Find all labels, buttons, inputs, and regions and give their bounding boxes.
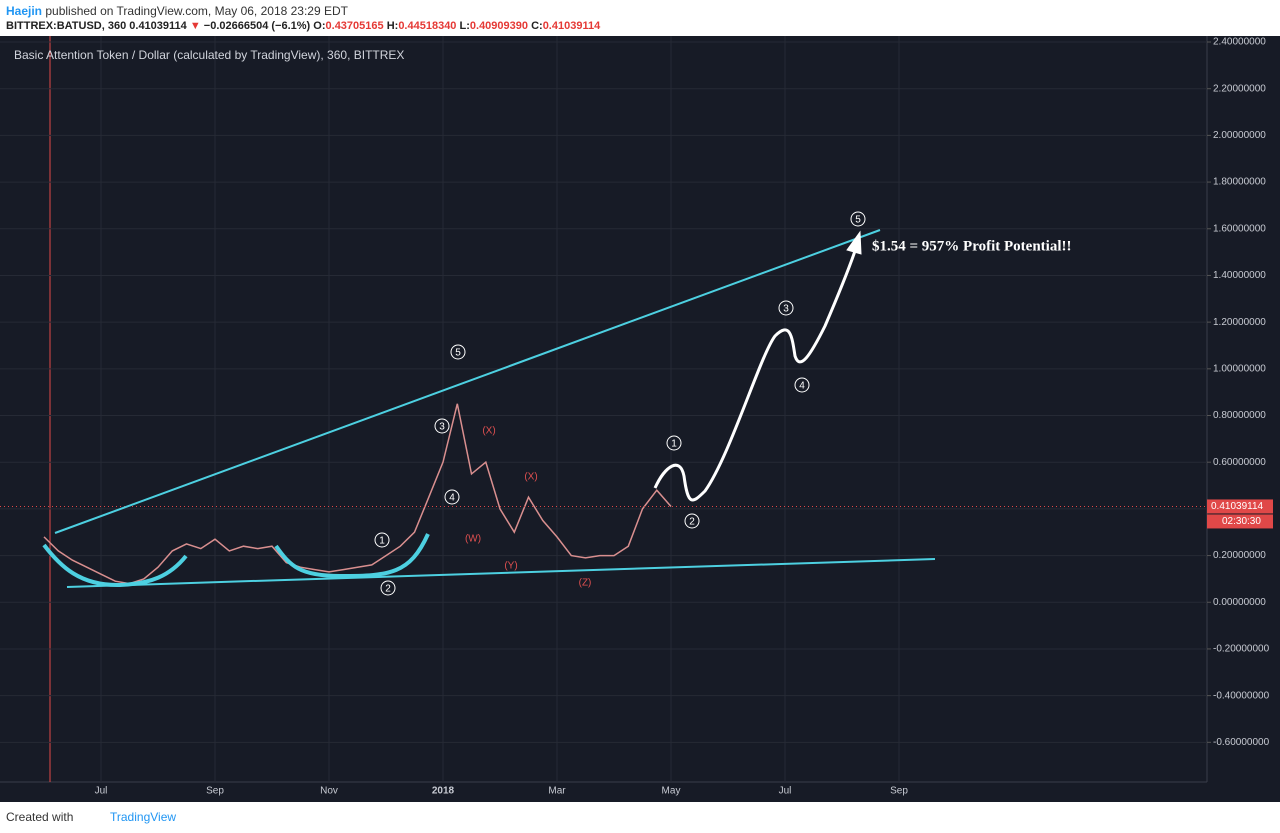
plot xyxy=(0,403,1207,585)
high: 0.44518340 xyxy=(398,20,457,32)
projection-path xyxy=(653,247,858,502)
y-tick-label: 0.60000000 xyxy=(1213,457,1266,468)
wave-circle xyxy=(666,435,682,451)
cup-curve xyxy=(274,533,430,579)
x-tick-label: Nov xyxy=(320,786,338,797)
y-tick-label: 1.60000000 xyxy=(1213,223,1266,234)
wave-circle xyxy=(794,377,810,393)
open-label: O: xyxy=(313,20,326,32)
low-label: L: xyxy=(459,20,470,32)
price: 0.41039114 xyxy=(129,20,187,32)
wave-label: 2 xyxy=(385,584,391,595)
wave-label: 5 xyxy=(855,215,861,226)
close-label: C: xyxy=(531,20,543,32)
y-tick-label: 1.00000000 xyxy=(1213,363,1266,374)
chart-title: Basic Attention Token / Dollar (calculat… xyxy=(14,48,404,62)
x-tick-label: 2018 xyxy=(432,786,455,797)
brand[interactable]: TradingView xyxy=(110,810,177,824)
trend-line xyxy=(54,229,881,534)
symbol: BITTREX:BATUSD, 360 xyxy=(6,20,127,32)
x-tick-label: Sep xyxy=(890,786,908,797)
y-tick-label: 0.00000000 xyxy=(1213,597,1266,608)
price-line xyxy=(43,403,672,585)
wave-label: 1 xyxy=(379,536,385,547)
profit-note: $1.54 = 957% Profit Potential!! xyxy=(872,238,1071,254)
countdown-label: 02:30:30 xyxy=(1222,516,1261,527)
wave-label: 4 xyxy=(449,493,455,504)
wave-label: 1 xyxy=(671,439,677,450)
close: 0.41039114 xyxy=(542,20,601,32)
author[interactable]: Haejin xyxy=(6,4,43,18)
wave-circle xyxy=(444,489,460,505)
y-tick-label: 0.80000000 xyxy=(1213,410,1266,421)
correction-label: (Z) xyxy=(579,578,592,589)
low: 0.40909390 xyxy=(469,20,529,32)
published: published on TradingView.com, May 06, 20… xyxy=(45,4,348,18)
high-label: H: xyxy=(386,20,399,32)
y-tick-label: 2.00000000 xyxy=(1213,130,1266,141)
wave-label: 5 xyxy=(455,348,461,359)
wave-circle xyxy=(684,513,700,529)
arrow-head xyxy=(846,230,862,255)
correction-label: (Y) xyxy=(504,561,517,572)
y-tick-label: 1.20000000 xyxy=(1213,317,1266,328)
trend-line xyxy=(66,558,936,588)
wave-circle xyxy=(850,211,866,227)
correction-label: (X) xyxy=(482,426,495,437)
wave-circle xyxy=(374,532,390,548)
x-tick-label: May xyxy=(662,786,681,797)
publish-line: Haejin published on TradingView.com, May… xyxy=(6,4,348,18)
x-tick-label: Jul xyxy=(779,786,792,797)
grid xyxy=(0,36,1211,782)
x-tick-label: Sep xyxy=(206,786,224,797)
y-tick-label: 1.80000000 xyxy=(1213,177,1266,188)
cup-curve xyxy=(42,543,188,588)
drawings xyxy=(42,229,936,588)
wave-circle xyxy=(380,580,396,596)
quote-line: BITTREX:BATUSD, 360 0.41039114 ▼ −0.0266… xyxy=(6,20,600,32)
wave-label: 3 xyxy=(783,304,789,315)
x-tick-label: Jul xyxy=(95,786,108,797)
wave-circle xyxy=(778,300,794,316)
y-tick-label: 0.20000000 xyxy=(1213,550,1266,561)
y-tick-label: -0.40000000 xyxy=(1213,690,1270,701)
created-with: Created with xyxy=(6,810,74,824)
wave-label: 4 xyxy=(799,381,805,392)
y-tick-label: -0.60000000 xyxy=(1213,737,1270,748)
wave-circle xyxy=(434,418,450,434)
y-tick-label: -0.20000000 xyxy=(1213,644,1270,655)
footer: Created with TradingView xyxy=(0,802,1280,833)
wave-label: 2 xyxy=(689,517,695,528)
countdown-tag xyxy=(1207,514,1273,529)
correction-label: (W) xyxy=(465,534,481,545)
wave-circle xyxy=(450,344,466,360)
price-tag xyxy=(1207,499,1273,514)
y-tick-label: 2.40000000 xyxy=(1213,37,1266,48)
price-tag-label: 0.41039114 xyxy=(1211,501,1264,512)
annotations: 5 3 4 1 2 1 2 3 4 5 (X) (X) (W) (Y) (Z) $1.54 = 957% Pr… xyxy=(374,211,1071,596)
wave-label: 3 xyxy=(439,422,445,433)
arrow: ▼ xyxy=(189,20,201,32)
chart: 5 3 4 1 2 1 2 3 4 5 (X) (X) (W) (Y) (Z) $1.54 = 957% Pr… xyxy=(0,36,1280,802)
correction-label: (X) xyxy=(524,472,537,483)
y-tick-label: 2.20000000 xyxy=(1213,83,1266,94)
open: 0.43705165 xyxy=(325,20,384,32)
header: Haejin published on TradingView.com, May… xyxy=(0,0,1280,36)
y-tick-label: 1.40000000 xyxy=(1213,270,1266,281)
x-tick-label: Mar xyxy=(548,786,566,797)
background xyxy=(0,36,1280,802)
change: −0.02666504 (−6.1%) xyxy=(203,20,311,32)
